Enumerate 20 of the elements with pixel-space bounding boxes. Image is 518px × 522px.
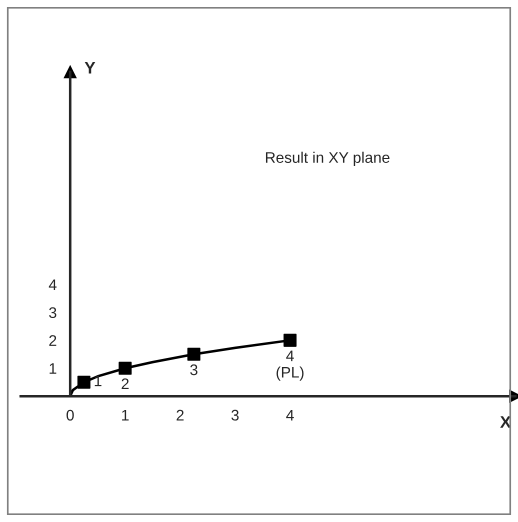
y-tick-label: 4 bbox=[48, 279, 57, 290]
annotation: 4 (PL) bbox=[276, 350, 304, 381]
point bbox=[118, 362, 132, 375]
x-tick-label: 4 bbox=[286, 410, 294, 420]
y-axis-title: Y bbox=[84, 62, 96, 74]
point bbox=[187, 348, 200, 361]
annotation: Result in XY plane bbox=[266, 152, 390, 166]
x-tick-label: 2 bbox=[176, 410, 184, 420]
x-tick-label: 1 bbox=[122, 410, 129, 420]
x-tick-label: 3 bbox=[231, 410, 239, 421]
y-tick-label: 1 bbox=[50, 363, 56, 374]
point bbox=[284, 334, 297, 347]
annotation: 3 bbox=[190, 364, 198, 376]
point bbox=[77, 376, 90, 389]
y-tick-label: 3 bbox=[49, 307, 56, 318]
x-tick-label: 0 bbox=[66, 410, 74, 421]
annotation: 1 bbox=[94, 376, 102, 386]
x-axis-title: X bbox=[500, 416, 511, 428]
y-tick-label: 2 bbox=[49, 335, 56, 346]
annotation: 2 bbox=[122, 378, 129, 390]
